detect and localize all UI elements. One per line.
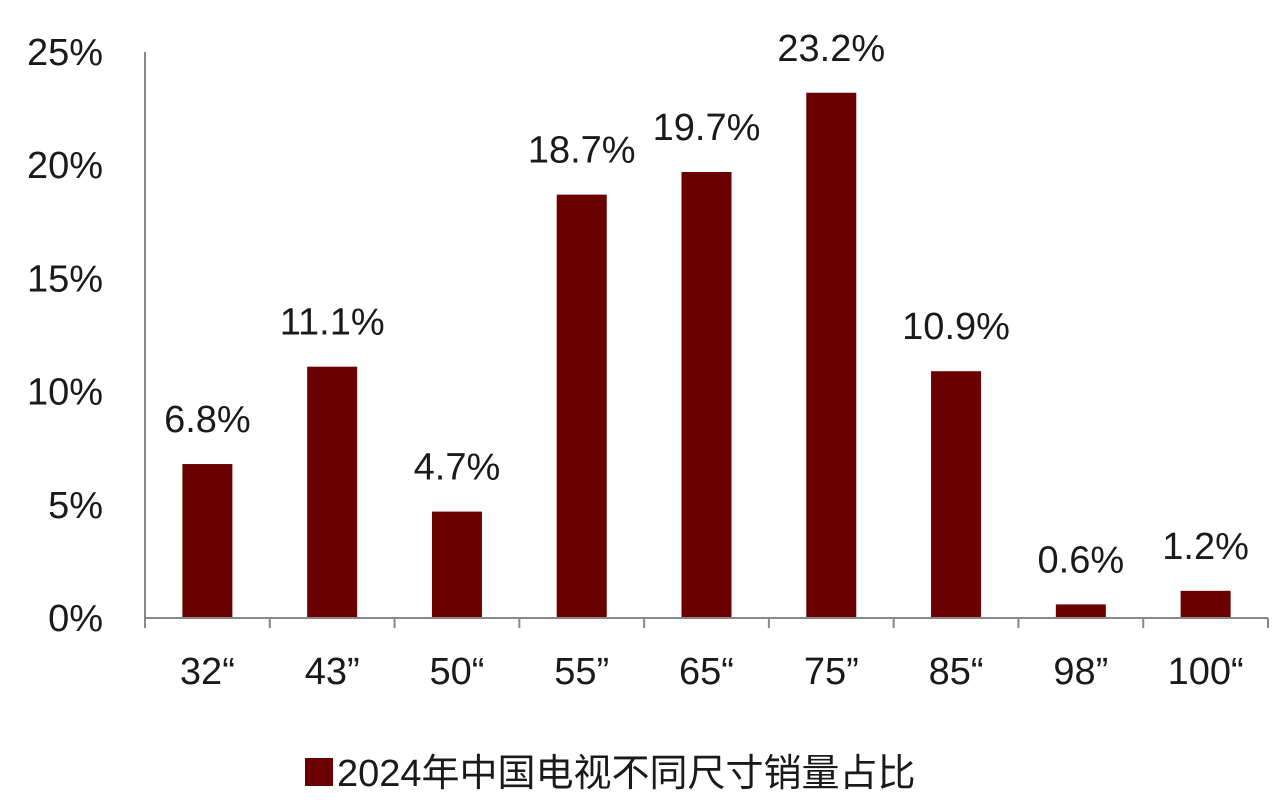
data-label: 23.2%: [777, 28, 885, 70]
data-label: 0.6%: [1038, 539, 1125, 581]
x-tick-label: 32“: [180, 651, 235, 693]
x-tick-label: 50“: [429, 651, 484, 693]
data-labels-group: 6.8% 11.1% 4.7% 18.7% 19.7% 23.2% 10.9% 0.6% 1.2…: [164, 28, 1249, 582]
data-label: 18.7%: [528, 130, 636, 172]
bar: [1180, 590, 1231, 618]
bar: [431, 511, 482, 618]
y-tick-label: 0%: [48, 598, 103, 640]
x-tick-label: 75”: [804, 651, 859, 693]
x-tick-label: 100“: [1168, 651, 1244, 693]
bar: [556, 194, 607, 618]
data-label: 4.7%: [414, 447, 501, 489]
axes-group: [144, 52, 1268, 619]
x-tick-label: 65“: [679, 651, 734, 693]
x-tick-label: 85“: [929, 651, 984, 693]
x-axis-ticks: [144, 618, 1269, 628]
bars-group: [182, 92, 1231, 618]
y-tick-label: 10%: [27, 372, 103, 414]
bar: [182, 464, 233, 618]
y-tick-label: 5%: [48, 485, 103, 527]
data-label: 19.7%: [653, 107, 761, 149]
y-axis-ticks: 0% 5% 10% 15% 20% 25%: [27, 32, 103, 640]
bar: [1055, 604, 1106, 618]
bar: [307, 366, 358, 618]
x-tick-label: 43”: [305, 651, 360, 693]
bar: [806, 92, 857, 618]
data-label: 1.2%: [1162, 526, 1249, 568]
x-axis-labels-group: 32“ 43” 50“ 55” 65“ 75” 85“ 98” 100“: [180, 651, 1244, 693]
y-tick-label: 25%: [27, 32, 103, 74]
x-tick-label: 98”: [1053, 651, 1108, 693]
legend-label: 2024年中国电视不同尺寸销量占比: [337, 753, 916, 795]
data-label: 10.9%: [902, 306, 1010, 348]
data-label: 11.1%: [280, 302, 385, 344]
x-tick-label: 55”: [554, 651, 609, 693]
y-tick-label: 20%: [27, 145, 103, 187]
bar: [681, 171, 732, 618]
y-tick-label: 15%: [27, 258, 103, 300]
legend: 2024年中国电视不同尺寸销量占比: [305, 753, 916, 795]
data-label: 6.8%: [164, 399, 251, 441]
bar: [931, 371, 982, 618]
legend-swatch: [305, 758, 333, 786]
